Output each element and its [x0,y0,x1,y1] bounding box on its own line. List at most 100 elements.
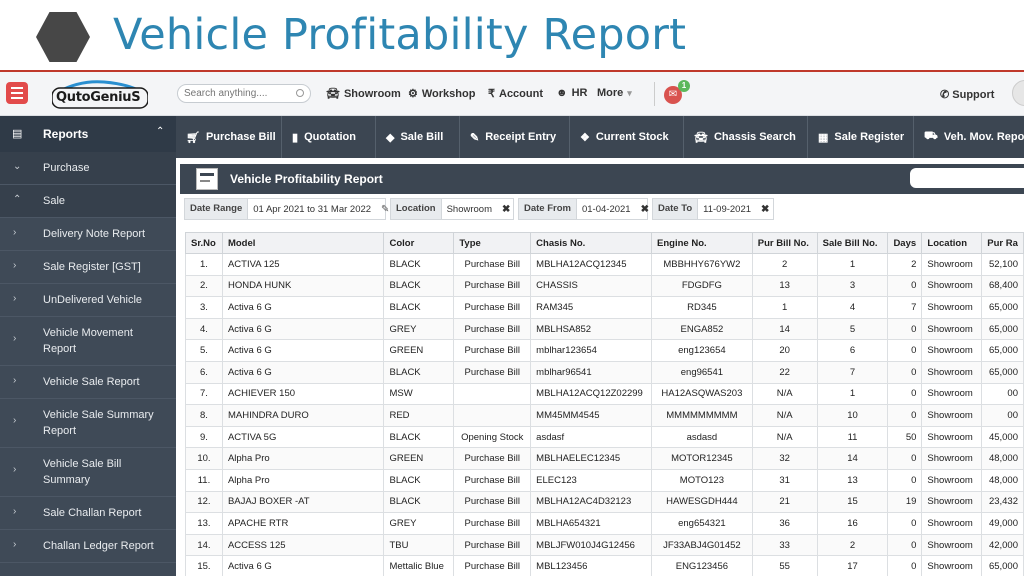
toolbar-button-label: Current Stock [595,131,669,143]
table-cell: 42,000 [981,533,1024,557]
notification-icon[interactable]: ✉︎ [664,86,682,104]
column-header[interactable]: Sale Bill No. [816,232,889,254]
table-row[interactable]: 14. ACCESS 125 TBU Purchase Bill MBLJFW010J4… [185,533,1024,557]
table-row[interactable]: 9. ACTIVA 5G BLACK Opening Stock asdasf asdas… [185,425,1024,449]
table-row[interactable]: 1. ACTIVA 125 BLACK Purchase Bill MBLHA12ACQ… [185,253,1024,276]
toolbar-button[interactable]: ▮ Quotation [282,116,376,158]
table-cell: GREY [383,512,455,535]
sidebar-item[interactable]: › UnDelivered Vehicle [0,284,176,317]
sidebar-item[interactable]: › Vehicle Movement Report [0,317,176,366]
table-cell: Activa 6 G [221,296,385,319]
search-input[interactable] [184,87,294,100]
table-cell: Purchase Bill [453,447,532,470]
edit-icon[interactable]: ✎ [381,203,390,215]
toolbar: 🛒︎ Purchase Bill ▮ Quotation ◆ Sale Bill ✎ Rece… [176,116,1024,158]
sidebar-item[interactable]: ⌃ Sale [0,185,176,218]
sidebar-item[interactable]: › Vehicle Sale Summary Report [0,399,176,448]
sidebar-item[interactable]: › Sale Register [GST] [0,251,176,284]
table-cell: 00 [981,404,1024,427]
table-cell: JF33ABJ4G01452 [651,533,753,557]
sidebar-item[interactable]: › Vehicle Sale Report [0,366,176,399]
toolbar-button[interactable]: ▦ Sale Register [808,116,914,158]
nav-more[interactable]: More ▾ [597,87,632,99]
column-header[interactable]: Color [383,232,455,254]
toolbar-button[interactable]: ✎ Receipt Entry [460,116,570,158]
column-header[interactable]: Sr.No [185,232,223,254]
search-box[interactable] [177,84,311,103]
filter-date-from[interactable]: Date From 01-04-2021 ✖ [518,198,649,220]
table-row[interactable]: 3. Activa 6 G BLACK Purchase Bill RAM345 RD34… [185,296,1024,319]
table-row[interactable]: 2. HONDA HUNK BLACK Purchase Bill CHASSIS FDG… [185,274,1024,298]
search-icon[interactable] [296,89,304,97]
table-row[interactable]: 6. Activa 6 G BLACK Purchase Bill mblhar9654… [185,360,1024,384]
table-cell: 10. [185,447,223,470]
toolbar-button[interactable]: ❖ Current Stock [570,116,684,158]
table-row[interactable]: 12. BAJAJ BOXER -AT BLACK Purchase Bill MBLH… [185,490,1024,514]
sidebar-item[interactable]: ⌄ Purchase [0,152,176,185]
table-cell: Showroom [921,274,983,298]
table-cell: MSW [383,382,455,406]
menu-icon[interactable] [6,82,28,104]
filter-location[interactable]: Location Showroom ✖ [390,198,514,220]
filter-value: Showroom [446,203,493,215]
table-cell [453,382,532,406]
logo[interactable]: QutoGeniuS [51,78,149,110]
toolbar-button[interactable]: ⛟ Veh. Mov. Repor [914,116,1024,158]
table-row[interactable]: 10. Alpha Pro GREEN Purchase Bill MBLHAELEC1… [185,447,1024,470]
table-row[interactable]: 13. APACHE RTR GREY Purchase Bill MBLHA65432… [185,512,1024,535]
table-cell: 0 [887,512,923,535]
column-header[interactable]: Pur Ra [981,232,1024,254]
panel-search-input[interactable] [910,168,1024,188]
sidebar-item[interactable]: › Vehicle Sale Bill Summary [0,448,176,497]
table-cell: Purchase Bill [453,512,532,535]
nav-account[interactable]: ₹ Account [488,87,543,101]
toolbar-button[interactable]: ◆ Sale Bill [376,116,460,158]
nav-hr[interactable]: ☻︎ HR [556,87,587,99]
table-row[interactable]: 4. Activa 6 G GREY Purchase Bill MBLHSA852 EN… [185,317,1024,341]
column-header[interactable]: Location [921,232,983,254]
toolbar-button-label: Veh. Mov. Repor [943,131,1024,143]
sidebar-item[interactable]: › Delivery Note Report [0,218,176,251]
table-row[interactable]: 11. Alpha Pro BLACK Purchase Bill ELEC123 MOT… [185,468,1024,492]
car-icon: 🚘︎ [694,131,708,144]
table-row[interactable]: 15. Activa 6 G Mettalic Blue Purchase Bill M… [185,555,1024,576]
table-cell: Activa 6 G [221,317,385,341]
close-icon[interactable]: ✖ [502,203,511,215]
column-header[interactable]: Pur Bill No. [751,232,818,254]
table-row[interactable]: 7. ACHIEVER 150 MSW MBLHA12ACQ12Z02299 HA12A… [185,382,1024,406]
toolbar-button[interactable]: 🚘︎ Chassis Search [684,116,808,158]
table-cell: mblhar123654 [530,339,653,362]
filter-date-to[interactable]: Date To 11-09-2021 ✖ [652,198,774,220]
close-icon[interactable]: ✖ [761,203,770,215]
table-cell: MBLHA12ACQ12Z02299 [530,382,653,406]
profitability-table: Sr.No Model Color Type Chasis No. Engine No. P… [185,232,1024,576]
column-header[interactable]: Model [221,232,385,254]
logo-text: QutoGeniuS [56,90,141,105]
slide-title: Vehicle Profitability Report [113,10,687,60]
toolbar-button[interactable]: 🛒︎ Purchase Bill [176,116,282,158]
column-header[interactable]: Days [887,232,923,254]
table-cell: HONDA HUNK [221,274,385,298]
table-cell: ACCESS 125 [221,533,385,557]
nav-showroom[interactable]: 🚘︎ Showroom [326,87,401,101]
table-cell: 12. [185,490,223,514]
sidebar-item[interactable]: › Challan Ledger Report [0,530,176,563]
sidebar-item[interactable]: › Sale Challan Report [0,497,176,530]
column-header[interactable]: Chasis No. [530,232,653,254]
nav-workshop[interactable]: ⚙︎ Workshop [408,87,475,101]
table-cell: MBBHHY676YW2 [651,253,753,276]
table-cell: 15 [816,490,889,514]
support-link[interactable]: ✆ Support [940,88,994,101]
column-header[interactable]: Type [453,232,532,254]
avatar[interactable] [1012,80,1024,106]
sidebar-header-reports[interactable]: ▤ Reports ⌃ [0,116,176,152]
table-row[interactable]: 5. Activa 6 G GREEN Purchase Bill mblhar1236… [185,339,1024,362]
close-icon[interactable]: ✖ [640,203,649,215]
table-cell: Showroom [921,468,983,492]
table-row[interactable]: 8. MAHINDRA DURO RED MM45MM4545 MMMMMMMMM N/A… [185,404,1024,427]
column-header[interactable]: Engine No. [651,232,753,254]
filter-date-range[interactable]: Date Range 01 Apr 2021 to 31 Mar 2022 ✎ [184,198,389,220]
table-cell: HA12ASQWAS203 [651,382,753,406]
chevron-icon: › [13,464,17,475]
toolbar-button-label: Chassis Search [713,131,796,143]
